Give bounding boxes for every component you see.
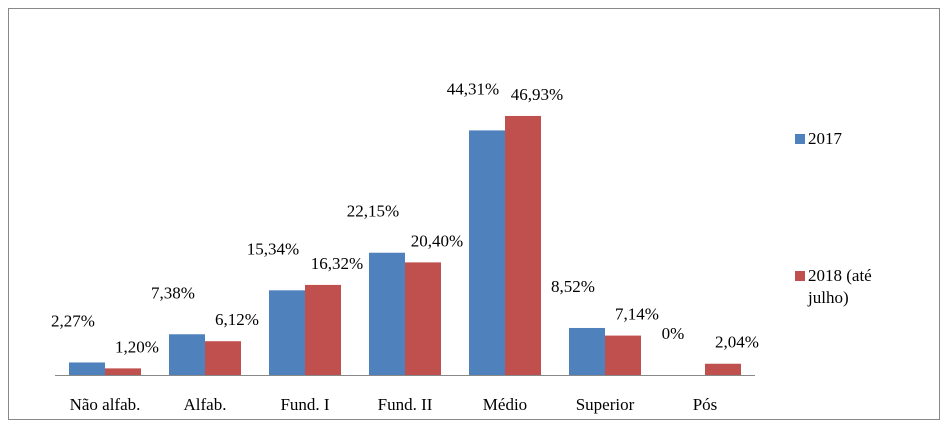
data-label: 2,04% [715, 333, 759, 352]
legend-label: 2017 [808, 129, 842, 148]
bar [369, 252, 405, 375]
bar [569, 327, 605, 375]
bar [105, 368, 141, 375]
data-label: 16,32% [311, 254, 363, 273]
data-label: 22,15% [347, 202, 399, 221]
bar [69, 362, 105, 375]
bar [605, 335, 641, 375]
data-label: 7,14% [615, 305, 659, 324]
bar [305, 284, 341, 375]
data-label: 20,40% [411, 231, 463, 250]
x-tick-label: Médio [483, 395, 527, 414]
data-label: 0% [662, 324, 685, 343]
x-tick-label: Superior [576, 395, 635, 414]
legend-label: 2018 (até julho) [808, 266, 872, 307]
data-label: 7,38% [151, 283, 195, 302]
x-tick-label: Pós [693, 395, 718, 414]
x-tick-label: Não alfab. [70, 395, 141, 414]
bar [505, 115, 541, 375]
bar [405, 262, 441, 375]
bar [469, 130, 505, 375]
data-label: 44,31% [447, 79, 499, 98]
bar [269, 290, 305, 375]
bar [705, 363, 741, 375]
data-label: 46,93% [511, 85, 563, 104]
x-tick-label: Alfab. [184, 395, 227, 414]
legend-item: 2017 [795, 128, 915, 150]
legend-item: 2018 (até julho) [795, 265, 915, 309]
x-tick-label: Fund. II [378, 395, 433, 414]
data-label: 2,27% [51, 311, 95, 330]
x-tick-label: Fund. I [280, 395, 329, 414]
data-label: 6,12% [215, 310, 259, 329]
bar [169, 334, 205, 375]
legend-swatch [795, 134, 805, 144]
bar [205, 341, 241, 375]
legend-swatch [795, 271, 805, 281]
data-label: 1,20% [115, 337, 159, 356]
data-label: 15,34% [247, 239, 299, 258]
data-label: 8,52% [551, 277, 595, 296]
